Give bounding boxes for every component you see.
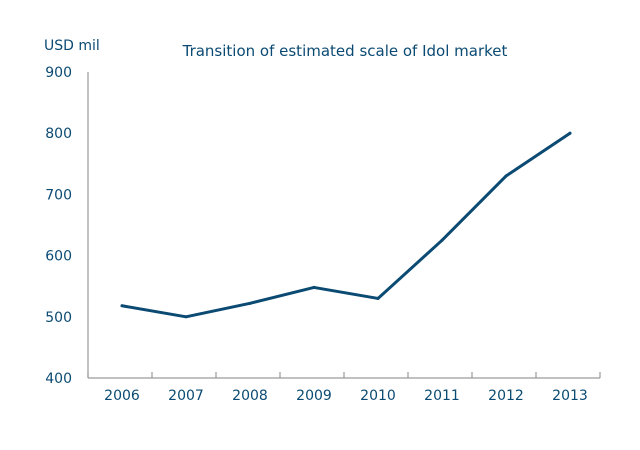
x-tick-label: 2007 bbox=[168, 388, 204, 404]
series-group bbox=[120, 131, 572, 319]
chart-title: Transition of estimated scale of Idol ma… bbox=[182, 42, 508, 60]
x-tick-labels: 2006 2007 2008 2009 2010 2011 2012 2013 bbox=[104, 388, 588, 404]
x-tick-label: 2006 bbox=[104, 388, 140, 404]
data-point bbox=[568, 131, 572, 135]
data-point bbox=[312, 285, 316, 289]
data-point bbox=[120, 304, 124, 308]
y-tick-labels: 400 500 600 700 800 900 bbox=[45, 65, 72, 387]
data-point bbox=[184, 315, 188, 319]
series-line bbox=[120, 131, 572, 319]
y-tick-label: 900 bbox=[45, 65, 72, 81]
x-tick-label: 2008 bbox=[232, 388, 268, 404]
y-tick-label: 500 bbox=[45, 310, 72, 326]
data-point bbox=[376, 296, 380, 300]
data-point bbox=[504, 174, 508, 178]
axes bbox=[87, 72, 601, 379]
y-tick-label: 800 bbox=[45, 126, 72, 142]
y-tick-label: 700 bbox=[45, 187, 72, 203]
data-point bbox=[440, 238, 444, 242]
y-tick-label: 400 bbox=[45, 371, 72, 387]
x-tick-label: 2010 bbox=[360, 388, 396, 404]
x-tick-label: 2013 bbox=[552, 388, 588, 404]
x-tick-label: 2011 bbox=[424, 388, 460, 404]
y-axis-unit-label: USD mil bbox=[44, 38, 100, 54]
y-tick-label: 600 bbox=[45, 249, 72, 265]
x-tick-label: 2012 bbox=[488, 388, 524, 404]
data-point bbox=[248, 301, 252, 305]
x-tick-label: 2009 bbox=[296, 388, 332, 404]
